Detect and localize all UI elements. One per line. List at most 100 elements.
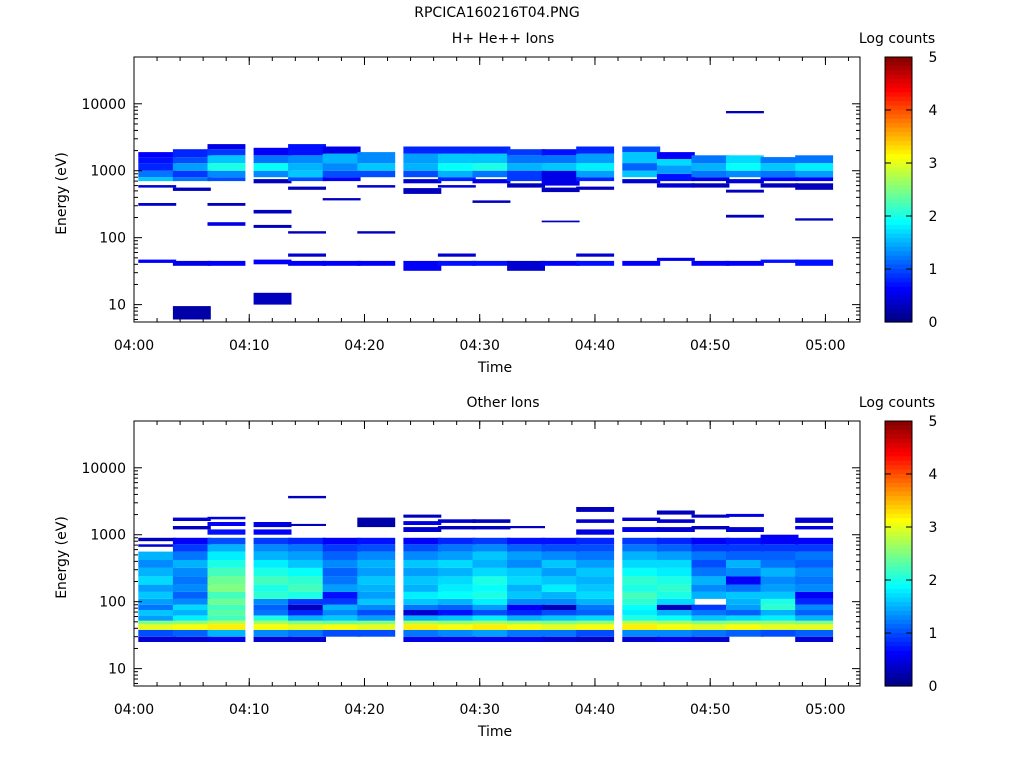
colorbar-segment [885,491,912,497]
heatmap-cell [403,620,442,625]
heatmap-cell [207,170,246,178]
colorbar-segment [885,474,912,480]
heatmap-cell [656,610,695,616]
heatmap-cell [691,544,730,552]
heatmap-cell [357,152,396,164]
colorbar-segment [885,487,912,493]
heatmap-cell [656,158,695,166]
heatmap-cell [691,163,730,171]
y-tick-label: 10000 [81,461,126,477]
colorbar-segment [885,101,912,107]
heatmap-cell [656,152,695,159]
heatmap-cell [403,560,442,568]
heatmap-cell [253,584,292,592]
colorbar-segment [885,136,912,142]
heatmap-cell [357,620,396,625]
heatmap-cell [507,620,545,625]
colorbar-segment [885,535,912,541]
heatmap-cell [357,629,396,637]
heatmap-cell [288,163,326,171]
heatmap-cell [357,560,396,568]
heatmap-cell [691,567,730,577]
heatmap-cell [760,604,799,610]
heatmap-cell [357,591,396,599]
colorbar-segment [885,681,912,687]
heatmap-cell [437,170,476,178]
colorbar-segment [885,650,912,656]
heatmap-cell [541,220,580,223]
heatmap-cell [138,177,177,182]
colorbar-segment [885,544,912,550]
heatmap-cell [403,537,442,545]
colorbar-segment [885,61,912,67]
heatmap-cell [622,624,661,630]
colorbar-segment [885,588,912,594]
colorbar-segment [885,663,912,669]
heatmap-cell [576,544,615,552]
y-axis-label: Energy (eV) [54,516,70,599]
colorbar-segment [885,154,912,160]
heatmap-cell [622,576,661,585]
heatmap-cell [507,260,545,271]
colorbar-segment [885,74,912,80]
heatmap-cell [507,163,545,171]
panel-2: 04:00 04:10 04:20 04:30 04:40 04:50 05:0010100… [54,395,938,740]
heatmap-cell [288,567,326,577]
heatmap-cell [507,591,545,599]
colorbar-segment [885,193,912,199]
x-tick-label: 04:30 [460,338,500,354]
heatmap-cell [472,544,511,552]
heatmap-cell [472,526,511,530]
heatmap-cell [207,567,246,577]
heatmap-cell [472,200,511,203]
heatmap-cell [472,615,511,621]
heatmap-cell [437,551,476,560]
heatmap-cell [541,604,580,610]
colorbar-segment [885,672,912,678]
heatmap-cell [403,610,442,616]
heatmap-cell [472,170,511,178]
x-tick-label: 04:20 [344,338,384,354]
heatmap-cell [253,209,292,214]
heatmap-cell [138,544,177,547]
heatmap-cell [656,257,695,261]
heatmap-cell [403,188,442,194]
colorbar: 0 1 2 3 4 5 Log counts [859,395,938,695]
heatmap-cell [576,177,615,182]
heatmap-cell [691,551,730,560]
colorbar-segment [885,57,912,63]
heatmap-cell [691,636,730,642]
colorbar-segment [885,606,912,612]
heatmap-cell [437,567,476,577]
heatmap-cell [726,537,764,545]
colorbar-segment [885,123,912,129]
heatmap-cells [138,111,834,320]
colorbar-segment [885,429,912,435]
colorbar-segment [885,425,912,431]
heatmap-cell [472,604,511,610]
panel-title: Other Ions [466,395,539,411]
heatmap-cell [403,179,442,184]
heatmap-cell [172,610,211,616]
colorbar-segment [885,313,912,319]
heatmap-cell [437,146,476,154]
heatmap-cell [795,183,834,190]
heatmap-cell [541,537,580,545]
heatmap-cell [403,598,442,605]
heatmap-cell [576,610,615,616]
heatmap-cell [507,170,545,182]
heatmap-cell [288,544,326,552]
heatmap-cell [472,636,511,642]
colorbar-segment [885,189,912,195]
y-axis-label: Energy (eV) [54,152,70,235]
heatmap-cell [622,537,661,545]
heatmap-cell [253,155,292,164]
heatmap-cell [656,629,695,637]
heatmap-cell [795,624,834,630]
heatmap-cell [357,615,396,621]
heatmap-cell [253,636,292,642]
heatmap-cell [207,610,246,616]
colorbar-segment [885,610,912,616]
heatmap-cell [288,560,326,568]
colorbar-segment [885,557,912,563]
